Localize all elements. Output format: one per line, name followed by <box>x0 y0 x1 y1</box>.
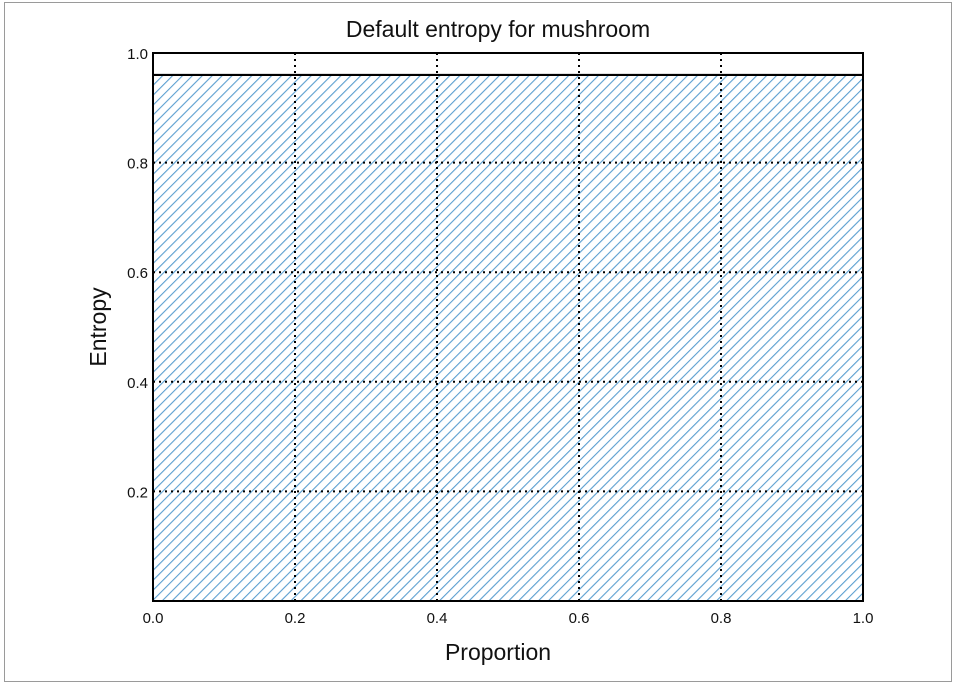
plot-area-border <box>152 52 864 602</box>
area-layer <box>153 74 863 602</box>
x-axis-label: Proportion <box>445 639 551 665</box>
x-tick-label: 0.2 <box>285 610 306 627</box>
x-tick-labels: 0.0 0.2 0.4 0.6 0.8 1.0 <box>143 610 874 627</box>
grid-lines <box>153 53 863 601</box>
y-tick-label: 0.4 <box>127 375 148 392</box>
x-tick-label: 0.8 <box>711 610 732 627</box>
x-tick-label: 1.0 <box>853 610 874 627</box>
y-tick-label: 0.6 <box>127 265 148 282</box>
x-tick-label: 0.0 <box>143 610 164 627</box>
x-tick-label: 0.6 <box>569 610 590 627</box>
x-tick-label: 0.4 <box>427 610 448 627</box>
area-fill-series-0 <box>153 74 863 602</box>
chart-title: Default entropy for mushroom <box>346 16 650 42</box>
y-tick-label: 1.0 <box>127 46 148 63</box>
y-tick-label: 0.2 <box>127 484 148 501</box>
y-axis-label: Entropy <box>85 287 111 367</box>
y-tick-label: 0.8 <box>127 156 148 173</box>
y-tick-labels: 0.2 0.4 0.6 0.8 1.0 <box>127 46 148 501</box>
